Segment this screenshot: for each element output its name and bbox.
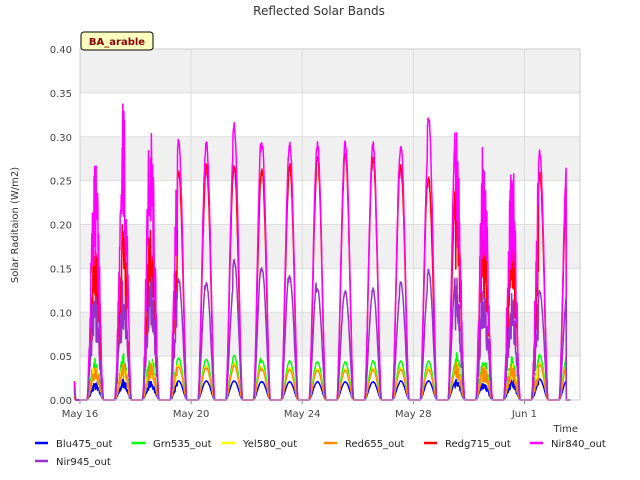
plot-frame	[79, 48, 581, 401]
plot-band	[80, 136, 580, 181]
y-tick-label: 0.15	[50, 264, 72, 275]
legend-label: Nir840_out	[551, 439, 606, 450]
axes: 0.00 0.05 0.10 0.15 0.20 0.25 0.30 0.35 0.40 May …	[50, 45, 581, 420]
legend: Blu475_out Grn535_out Yel580_out Red655_out…	[35, 439, 606, 468]
y-tick-label: 0.35	[50, 89, 72, 100]
legend-label: Nir945_out	[56, 457, 111, 468]
series-line-red655-out	[73, 362, 571, 401]
y-tick-label: 0.25	[50, 177, 72, 188]
plot-band	[80, 312, 580, 357]
x-tick-label: May 16	[62, 409, 99, 420]
plot-band	[80, 224, 580, 269]
station-tag: BA_arable	[80, 31, 154, 51]
series-line-nir840-out	[73, 103, 571, 401]
legend-label: Yel580_out	[242, 439, 297, 450]
x-tick-label: May 24	[284, 409, 321, 420]
legend-label: Grn535_out	[153, 439, 212, 450]
chart-title: Reflected Solar Bands	[253, 4, 385, 18]
station-tag-label: BA_arable	[89, 37, 145, 48]
legend-label: Redg715_out	[445, 439, 511, 450]
y-tick-label: 0.30	[50, 133, 72, 144]
x-tick-label: May 20	[173, 409, 210, 420]
plot-band	[80, 49, 580, 93]
legend-label: Red655_out	[345, 439, 405, 450]
legend-label: Blu475_out	[56, 439, 113, 450]
x-tick-label: Jun 1	[511, 409, 537, 420]
y-tick-label: 0.20	[50, 221, 72, 232]
y-tick-label: 0.00	[50, 396, 72, 407]
y-tick-label: 0.40	[50, 45, 72, 56]
y-tick-label: 0.05	[50, 352, 72, 363]
x-axis-title: Time	[553, 424, 578, 435]
series-line-nir945-out	[73, 258, 571, 401]
y-tick-label: 0.10	[50, 308, 72, 319]
y-axis-title: Solar Raditaion (W/m2)	[10, 167, 21, 283]
x-tick-label: May 28	[395, 409, 432, 420]
series-lines	[73, 103, 571, 401]
